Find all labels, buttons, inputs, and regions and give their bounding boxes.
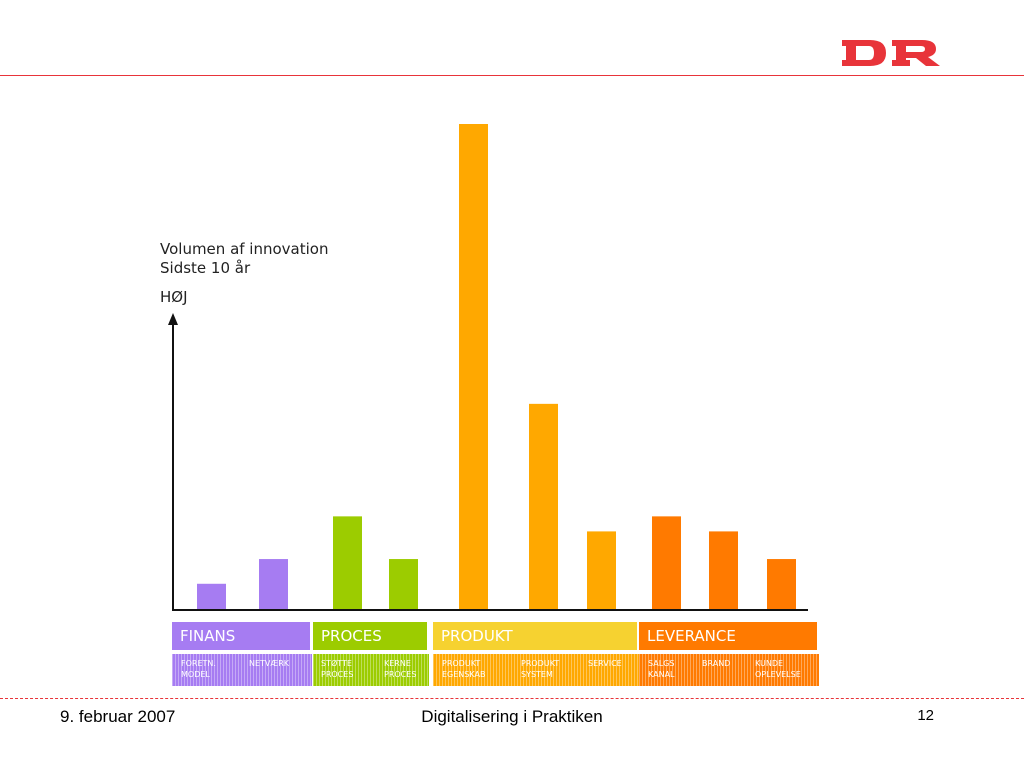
y-axis-arrow-icon xyxy=(168,313,178,325)
bar-netværk xyxy=(259,559,288,609)
group-band-proces: PROCES xyxy=(313,622,427,650)
y-axis-high-label: HØJ xyxy=(160,288,188,306)
sub-band-produkt xyxy=(433,654,639,686)
bar-kunde-oplevelse xyxy=(767,559,796,609)
sub-label-salgs-kanal: SALGS KANAL xyxy=(648,659,675,679)
footer-title: Digitalisering i Praktiken xyxy=(421,707,603,726)
header-rule xyxy=(0,75,1024,76)
sub-label-produkt-egenskab: PRODUKT EGENSKAB xyxy=(442,659,486,679)
bar-foretn-model xyxy=(197,583,226,609)
sub-label-produkt-system: PRODUKT SYSTEM xyxy=(521,659,560,679)
y-axis-title-line1: Volumen af innovation xyxy=(160,240,329,258)
sub-label-kerne-proces: KERNE PROCES xyxy=(384,659,417,679)
group-band-leverance: LEVERANCE xyxy=(639,622,817,650)
sub-label-kunde-oplevelse: KUNDE OPLEVELSE xyxy=(755,659,801,679)
sub-label-støtte-proces: STØTTE PROCES xyxy=(321,659,354,679)
sub-label-netværk: NETVÆRK xyxy=(249,659,289,668)
sub-band-finans xyxy=(172,654,312,686)
sub-label-service: SERVICE xyxy=(588,659,622,668)
page-number: 12 xyxy=(917,707,934,724)
sub-band-proces xyxy=(313,654,429,686)
sub-label-brand: BRAND xyxy=(702,659,731,668)
footer-date: 9. februar 2007 xyxy=(60,707,176,726)
bar-produkt-egenskab xyxy=(459,124,488,609)
group-band-finans: FINANS xyxy=(172,622,310,650)
group-band-produkt: PRODUKT xyxy=(433,622,637,650)
bar-brand xyxy=(709,531,738,609)
sub-band-leverance xyxy=(639,654,819,686)
y-axis-title-line2: Sidste 10 år xyxy=(160,259,251,277)
innovation-bar-chart xyxy=(168,124,808,611)
footer-rule xyxy=(0,698,1024,699)
sub-label-foretn-model: FORETN. MODEL xyxy=(181,659,216,679)
bar-service xyxy=(587,531,616,609)
bar-salgs-kanal xyxy=(652,516,681,609)
bar-støtte-proces xyxy=(333,516,362,609)
dr-logo: DR xyxy=(842,40,940,66)
bar-produkt-system xyxy=(529,403,558,609)
bar-kerne-proces xyxy=(389,559,418,609)
